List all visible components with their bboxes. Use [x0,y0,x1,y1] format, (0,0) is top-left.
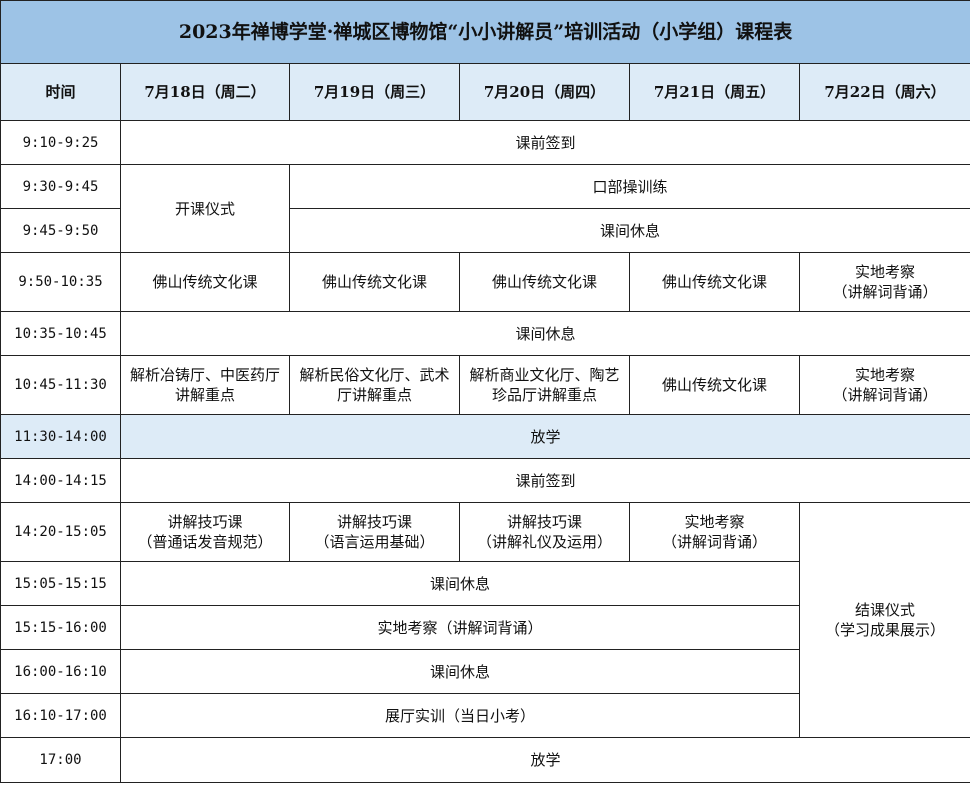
schedule-cell: 讲解技巧课 （普通话发音规范） [120,502,290,562]
schedule-cell: 佛山传统文化课 [120,252,290,312]
time-cell: 15:05-15:15 [0,561,121,606]
schedule-cell: 实地考察 （讲解词背诵） [798,252,970,312]
cell-line: 实地考察 [855,366,916,384]
header-day: 7月22日（周六） [798,63,970,121]
header-day: 7月21日（周五） [629,63,800,121]
header-time: 时间 [0,63,121,121]
schedule-cell: 课间休息 [120,649,800,694]
schedule-cell: 课间休息 [288,208,970,253]
time-cell: 15:15-16:00 [0,605,121,650]
schedule-cell: 实地考察 （讲解词背诵） [798,355,970,415]
schedule-cell: 结课仪式 （学习成果展示） [798,502,970,738]
cell-line: 实地考察 [684,513,745,531]
schedule-cell: 开课仪式 [120,164,290,253]
schedule-cell: 讲解技巧课 （讲解礼仪及运用） [459,502,630,562]
time-cell: 10:35-10:45 [0,311,121,356]
header-day: 7月18日（周二） [120,63,290,121]
schedule-cell: 解析商业文化厅、陶艺 珍品厅讲解重点 [459,355,630,415]
schedule-cell: 讲解技巧课 （语言运用基础） [289,502,460,562]
cell-line: 讲解技巧课 [336,513,412,531]
header-day: 7月19日（周三） [289,63,460,121]
schedule-cell: 佛山传统文化课 [629,252,800,312]
schedule-cell: 佛山传统文化课 [459,252,630,312]
schedule-cell: 课前签到 [119,458,970,503]
schedule-cell: 放学 [119,414,970,459]
schedule-cell: 展厅实训（当日小考） [120,693,800,738]
schedule-cell: 课前签到 [119,120,970,165]
cell-line: （语言运用基础） [314,533,435,551]
cell-line: 解析民俗文化厅、武术 [299,366,450,384]
time-cell: 14:00-14:15 [0,458,121,503]
schedule-cell: 口部操训练 [288,164,970,209]
cell-line: （讲解词背诵） [832,283,938,301]
schedule-cell: 佛山传统文化课 [629,355,800,415]
cell-line: 厅讲解重点 [336,386,412,404]
cell-line: （讲解词背诵） [832,386,938,404]
cell-line: （学习成果展示） [825,621,946,639]
time-cell: 9:10-9:25 [0,120,121,165]
cell-line: （普通话发音规范） [137,533,273,551]
time-cell: 11:30-14:00 [0,414,121,459]
page-title: 2023年禅博学堂·禅城区博物馆“小小讲解员”培训活动（小学组）课程表 [0,0,970,64]
cell-line: （讲解礼仪及运用） [476,533,612,551]
header-day: 7月20日（周四） [459,63,630,121]
cell-line: 实地考察 [855,263,916,281]
time-cell: 16:10-17:00 [0,693,121,738]
cell-line: （讲解词背诵） [661,533,767,551]
time-cell: 10:45-11:30 [0,355,121,415]
time-cell: 9:50-10:35 [0,252,121,312]
schedule-cell: 实地考察（讲解词背诵） [120,605,800,650]
cell-line: 结课仪式 [855,601,916,619]
schedule-cell: 解析民俗文化厅、武术 厅讲解重点 [289,355,460,415]
schedule-cell: 实地考察 （讲解词背诵） [629,502,800,562]
cell-line: 解析冶铸厅、中医药厅 [129,366,280,384]
schedule-cell: 课间休息 [119,311,970,356]
schedule-cell: 佛山传统文化课 [289,252,460,312]
time-cell: 9:30-9:45 [0,164,121,209]
time-cell: 17:00 [0,737,121,783]
schedule-cell: 课间休息 [120,561,800,606]
time-cell: 14:20-15:05 [0,502,121,562]
cell-line: 珍品厅讲解重点 [491,386,597,404]
cell-line: 讲解技巧课 [167,513,243,531]
time-cell: 9:45-9:50 [0,208,121,253]
cell-line: 解析商业文化厅、陶艺 [469,366,620,384]
time-cell: 16:00-16:10 [0,649,121,694]
cell-line: 讲解技巧课 [506,513,582,531]
cell-line: 讲解重点 [174,386,235,404]
schedule-cell: 放学 [119,737,970,783]
schedule-cell: 解析冶铸厅、中医药厅 讲解重点 [120,355,290,415]
